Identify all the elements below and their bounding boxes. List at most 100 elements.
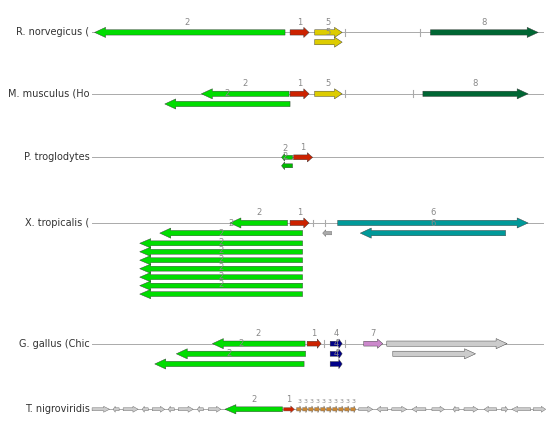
FancyArrow shape xyxy=(201,89,289,99)
FancyArrow shape xyxy=(152,406,165,412)
Text: 3: 3 xyxy=(345,399,349,404)
Text: 1: 1 xyxy=(311,329,317,338)
FancyArrow shape xyxy=(453,406,459,412)
Text: 2: 2 xyxy=(219,280,224,289)
FancyArrow shape xyxy=(142,406,148,412)
FancyArrow shape xyxy=(322,230,332,236)
Text: 8: 8 xyxy=(481,18,486,27)
FancyArrow shape xyxy=(327,406,332,413)
FancyArrow shape xyxy=(160,228,302,238)
Text: M. musculus (Ho: M. musculus (Ho xyxy=(8,89,90,99)
Text: 2: 2 xyxy=(227,350,232,359)
FancyArrow shape xyxy=(95,27,285,37)
Text: 8: 8 xyxy=(473,79,478,88)
FancyArrow shape xyxy=(432,406,444,412)
FancyArrow shape xyxy=(140,272,302,282)
Text: X. tropicalis (: X. tropicalis ( xyxy=(26,218,90,228)
FancyArrow shape xyxy=(140,239,302,248)
FancyArrow shape xyxy=(309,406,314,413)
Text: 2: 2 xyxy=(219,263,224,272)
Text: 2: 2 xyxy=(282,144,287,153)
FancyArrow shape xyxy=(392,406,407,412)
FancyArrow shape xyxy=(113,406,119,412)
Text: 2: 2 xyxy=(256,329,261,338)
FancyArrow shape xyxy=(212,338,305,349)
Text: 3: 3 xyxy=(309,399,313,404)
FancyArrow shape xyxy=(377,406,388,412)
Text: 2: 2 xyxy=(219,229,224,238)
FancyArrow shape xyxy=(484,406,497,412)
FancyArrow shape xyxy=(140,290,302,299)
Text: 6: 6 xyxy=(430,208,435,218)
FancyArrow shape xyxy=(290,27,309,37)
Text: G. gallus (Chic: G. gallus (Chic xyxy=(19,338,90,349)
FancyArrow shape xyxy=(387,338,507,349)
FancyArrow shape xyxy=(123,406,138,412)
FancyArrow shape xyxy=(359,406,373,412)
FancyArrow shape xyxy=(330,360,342,369)
Text: 3: 3 xyxy=(315,399,319,404)
FancyArrow shape xyxy=(140,281,302,290)
FancyArrow shape xyxy=(140,264,302,273)
FancyArrow shape xyxy=(168,406,174,412)
Text: 6: 6 xyxy=(430,219,435,228)
Text: 3: 3 xyxy=(327,399,331,404)
FancyArrow shape xyxy=(512,406,530,412)
Text: 5: 5 xyxy=(325,79,330,88)
Text: 2: 2 xyxy=(282,152,287,161)
Text: 1: 1 xyxy=(300,143,305,152)
FancyArrow shape xyxy=(345,406,350,413)
FancyArrow shape xyxy=(165,99,290,109)
FancyArrow shape xyxy=(533,406,545,412)
Text: 2: 2 xyxy=(219,238,224,247)
Text: 3: 3 xyxy=(321,399,325,404)
FancyArrow shape xyxy=(360,228,505,238)
Text: 2: 2 xyxy=(239,339,244,348)
Text: 2: 2 xyxy=(251,395,256,404)
Text: 2: 2 xyxy=(219,272,224,281)
Text: T. nigroviridis: T. nigroviridis xyxy=(24,404,90,414)
Text: 1: 1 xyxy=(297,208,302,218)
FancyArrow shape xyxy=(315,37,342,47)
Text: 3: 3 xyxy=(339,399,343,404)
Text: 4: 4 xyxy=(334,329,339,338)
Text: 5: 5 xyxy=(325,27,330,36)
FancyArrow shape xyxy=(339,406,344,413)
Text: 3: 3 xyxy=(351,399,355,404)
FancyArrow shape xyxy=(502,406,508,412)
FancyArrow shape xyxy=(423,89,528,99)
FancyArrow shape xyxy=(315,406,320,413)
FancyArrow shape xyxy=(225,405,282,414)
Text: 1: 1 xyxy=(297,79,302,88)
FancyArrow shape xyxy=(197,406,203,412)
FancyArrow shape xyxy=(393,349,475,359)
FancyArrow shape xyxy=(302,406,307,413)
FancyArrow shape xyxy=(290,89,309,99)
FancyArrow shape xyxy=(140,256,302,265)
Text: 2: 2 xyxy=(256,208,262,218)
FancyArrow shape xyxy=(290,218,309,228)
FancyArrow shape xyxy=(364,339,383,348)
FancyArrow shape xyxy=(332,406,337,413)
Text: 4: 4 xyxy=(334,339,339,348)
Text: 1: 1 xyxy=(286,395,292,404)
FancyArrow shape xyxy=(412,406,426,412)
Text: 2: 2 xyxy=(225,90,230,99)
FancyArrow shape xyxy=(230,218,287,228)
FancyArrow shape xyxy=(176,349,306,359)
FancyArrow shape xyxy=(208,406,221,412)
Text: 3: 3 xyxy=(303,399,307,404)
FancyArrow shape xyxy=(337,218,528,228)
Text: 5: 5 xyxy=(325,18,330,27)
FancyArrow shape xyxy=(330,339,342,348)
FancyArrow shape xyxy=(321,406,326,413)
Text: 2: 2 xyxy=(242,79,247,88)
FancyArrow shape xyxy=(351,406,356,413)
Text: 2: 2 xyxy=(219,246,224,255)
Text: 3: 3 xyxy=(297,399,301,404)
Text: 4: 4 xyxy=(334,350,339,359)
Text: P. troglodytes: P. troglodytes xyxy=(24,152,90,162)
Text: 7: 7 xyxy=(370,329,375,338)
FancyArrow shape xyxy=(430,27,538,37)
FancyArrow shape xyxy=(315,27,342,37)
